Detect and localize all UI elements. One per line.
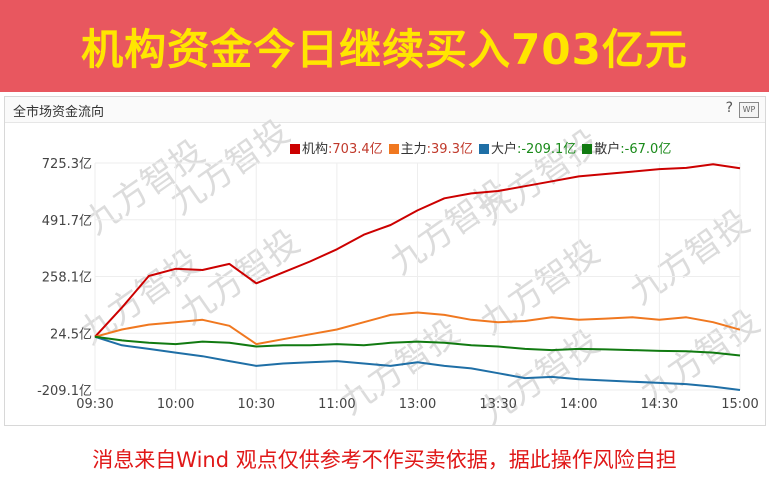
legend-swatch: [478, 144, 489, 154]
y-tick-label: -209.1亿: [37, 384, 92, 399]
legend-item: 大户:-209.1亿: [478, 138, 577, 157]
legend-series-value: :703.4亿: [328, 142, 383, 157]
y-tick-label: 258.1亿: [42, 271, 92, 286]
series-line-main: [94, 311, 741, 346]
chart-legend: 机构:703.4亿 主力:39.3亿 大户:-209.1亿 散户:-67.0亿: [290, 138, 677, 157]
disclaimer-footer: 消息来自Wind 观点仅供参考不作买卖依据，据此操作风险自担: [92, 448, 677, 472]
legend-series-value: :39.3亿: [426, 142, 473, 157]
legend-series-name: 主力: [400, 142, 427, 157]
series-line-retail: [94, 335, 741, 357]
wp-icon[interactable]: WP: [739, 102, 759, 118]
headline-banner: 机构资金今日继续买入703亿元: [0, 0, 769, 92]
headline-title: 机构资金今日继续买入703亿元: [81, 24, 688, 74]
chart-panel: 全市场资金流向 ? WP: [4, 96, 766, 426]
legend-swatch: [388, 144, 399, 154]
series-line-institution: [94, 163, 741, 338]
legend-swatch: [290, 144, 300, 154]
x-tick-label: 11:00: [318, 397, 355, 412]
legend-series-name: 机构: [302, 142, 329, 157]
x-tick-label: 14:30: [641, 397, 678, 412]
legend-series-name: 散户: [594, 142, 621, 157]
help-icon[interactable]: ?: [725, 100, 733, 116]
x-tick-label: 14:00: [560, 397, 597, 412]
x-tick-label: 13:30: [479, 397, 516, 412]
panel-title: 全市场资金流向: [13, 105, 105, 120]
y-tick-label: 24.5亿: [50, 327, 92, 342]
series-line-large: [94, 335, 741, 391]
x-tick-label: 09:30: [76, 397, 113, 412]
x-tick-label: 10:30: [238, 397, 275, 412]
y-tick-label: 491.7亿: [42, 214, 92, 229]
legend-series-value: :-209.1亿: [516, 142, 577, 157]
legend-series-value: :-67.0亿: [620, 142, 672, 157]
y-tick-label: 725.3亿: [42, 157, 92, 172]
x-tick-label: 13:00: [399, 397, 436, 412]
x-tick-label: 15:00: [721, 397, 758, 412]
legend-item: 散户:-67.0亿: [582, 138, 671, 157]
legend-swatch: [582, 144, 593, 154]
legend-item: 机构:703.4亿: [290, 138, 383, 157]
legend-item: 主力:39.3亿: [388, 138, 473, 157]
x-tick-label: 10:00: [157, 397, 194, 412]
panel-header: 全市场资金流向 ? WP: [5, 97, 765, 123]
legend-series-name: 大户: [490, 142, 517, 157]
